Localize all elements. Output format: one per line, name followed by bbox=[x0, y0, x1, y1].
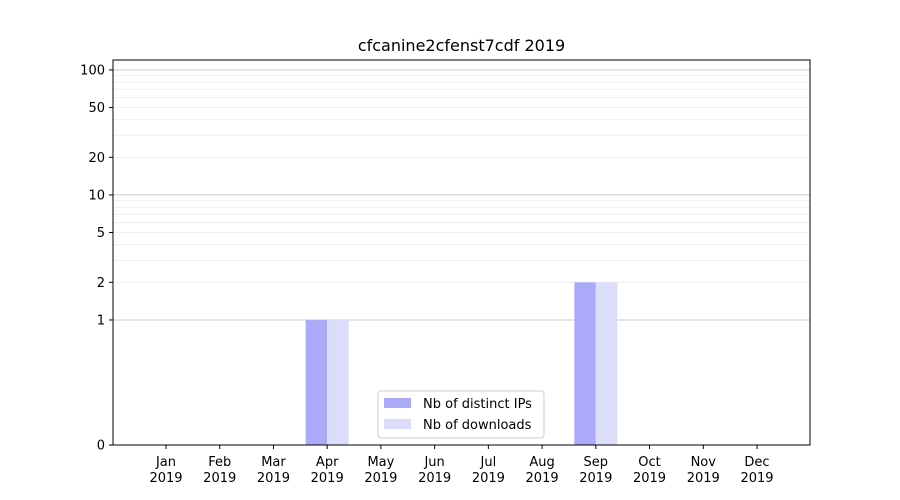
x-tick-label: Apr 2019 bbox=[311, 455, 344, 486]
legend: Nb of distinct IPs Nb of downloads bbox=[377, 390, 545, 439]
x-tick-label: Oct 2019 bbox=[633, 455, 666, 486]
y-axis: 0 1 2 5 10 20 50 100 bbox=[80, 63, 113, 454]
y-tick-label: 0 bbox=[97, 439, 105, 454]
x-tick-label: Jun 2019 bbox=[418, 455, 451, 486]
x-tick-label: May 2019 bbox=[364, 455, 397, 486]
bar-distinct-ips-apr bbox=[305, 319, 328, 445]
y-tick-label: 20 bbox=[88, 151, 105, 166]
chart-title: cfcanine2cfenst7cdf 2019 bbox=[358, 36, 565, 55]
y-tick-label: 50 bbox=[88, 101, 105, 116]
x-tick-label: Mar 2019 bbox=[257, 455, 290, 486]
x-tick-label: Aug 2019 bbox=[526, 455, 559, 486]
x-tick-label: Dec 2019 bbox=[740, 455, 773, 486]
x-tick-label: Jul 2019 bbox=[472, 455, 505, 486]
legend-box bbox=[377, 390, 545, 439]
x-tick-label: Sep 2019 bbox=[579, 455, 612, 486]
x-tick-label: Nov 2019 bbox=[687, 455, 720, 486]
x-tick-label: Jan 2019 bbox=[149, 455, 182, 486]
x-axis: Jan 2019 Feb 2019 Mar 2019 Apr 2019 May 2019 Jun 20… bbox=[149, 445, 774, 486]
bars bbox=[305, 282, 618, 445]
legend-swatch bbox=[384, 398, 411, 408]
grid bbox=[113, 69, 810, 321]
x-tick-label: Feb 2019 bbox=[203, 455, 236, 486]
y-tick-label: 1 bbox=[97, 313, 105, 328]
plot-frame bbox=[112, 59, 811, 446]
bar-downloads-sep bbox=[595, 282, 618, 445]
legend-label: Nb of downloads bbox=[423, 418, 532, 433]
y-tick-label: 10 bbox=[88, 188, 105, 203]
y-tick-label: 100 bbox=[80, 63, 105, 78]
bar-distinct-ips-sep bbox=[574, 282, 596, 445]
y-tick-label: 5 bbox=[97, 226, 105, 241]
legend-swatch bbox=[384, 419, 411, 429]
legend-label: Nb of distinct IPs bbox=[423, 397, 532, 412]
y-tick-label: 2 bbox=[97, 276, 105, 291]
bar-downloads-apr bbox=[327, 319, 349, 445]
